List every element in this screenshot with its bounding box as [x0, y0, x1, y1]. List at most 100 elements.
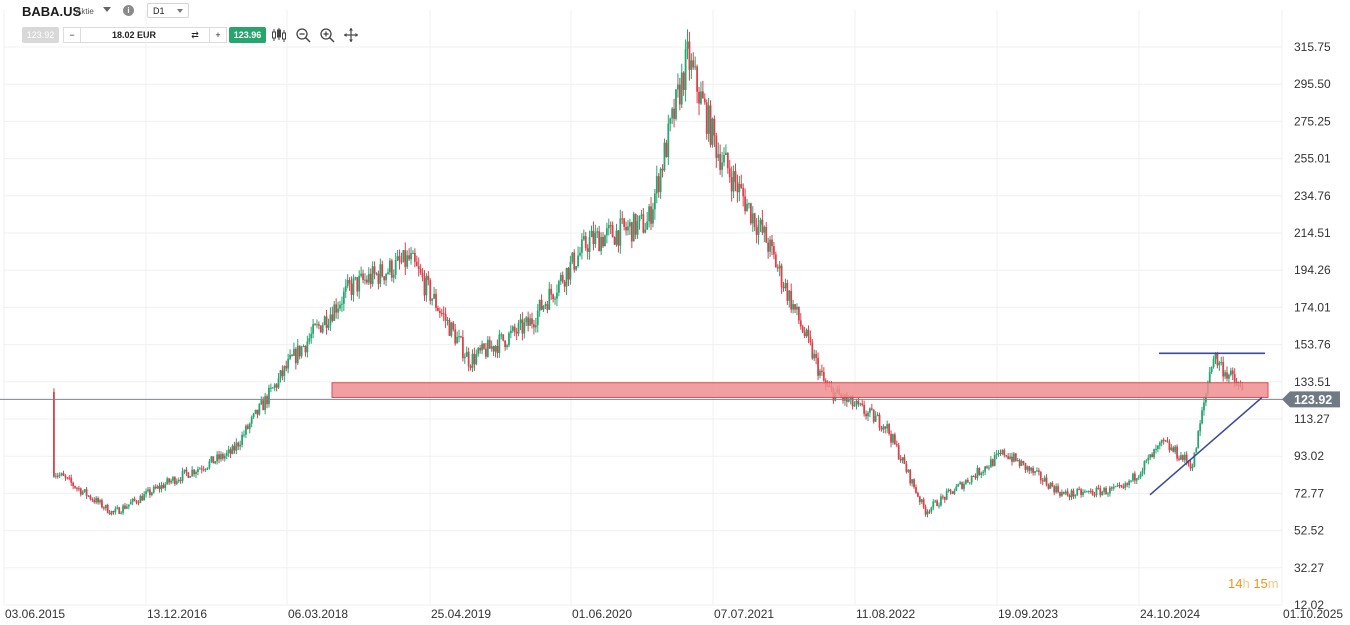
swap-icon[interactable]: ⇄: [191, 30, 199, 40]
candle-body: [600, 236, 603, 252]
candle-body: [581, 239, 583, 253]
candle-body: [809, 336, 812, 343]
candle-body: [542, 305, 545, 310]
candle-body: [64, 475, 67, 478]
candle-body: [1070, 490, 1073, 498]
candle-body: [415, 261, 418, 267]
candle-body: [293, 348, 295, 356]
candle-body: [796, 306, 798, 310]
candle-body: [429, 280, 432, 301]
candle-body: [1014, 453, 1017, 461]
increase-volume-button[interactable]: +: [209, 28, 226, 42]
timeframe-select[interactable]: D1: [147, 3, 189, 18]
decrease-volume-button[interactable]: −: [64, 28, 81, 42]
candle-body: [156, 486, 159, 489]
candle-body: [853, 405, 856, 407]
candle-body: [54, 475, 57, 477]
candle-body: [177, 479, 180, 482]
trendline-drawing[interactable]: [1149, 396, 1263, 496]
candle-body: [225, 452, 228, 456]
candle-body: [892, 434, 894, 443]
candle-body: [757, 224, 760, 235]
candle-body: [1026, 466, 1029, 470]
candle-body: [632, 213, 635, 242]
x-tick-label: 13.12.2016: [147, 607, 207, 621]
candle-body: [953, 490, 956, 494]
candle-type-icon[interactable]: [271, 27, 287, 43]
candle-body: [1049, 482, 1052, 489]
x-tick-label: 06.03.2018: [288, 607, 348, 621]
candle-body: [486, 339, 489, 357]
sell-button[interactable]: 123.92: [22, 27, 59, 43]
candle-body: [1214, 353, 1217, 359]
candle-body: [237, 442, 240, 447]
candle-body: [260, 400, 263, 405]
x-tick-label: 01.06.2020: [572, 607, 632, 621]
candle-body: [684, 48, 687, 90]
candle-body: [500, 334, 503, 336]
candle-body: [329, 314, 332, 325]
symbol-dropdown-icon[interactable]: [103, 7, 111, 12]
zoom-in-icon[interactable]: [319, 27, 335, 43]
candle-body: [997, 452, 1000, 455]
candle-body: [281, 370, 284, 377]
info-icon[interactable]: i: [123, 5, 134, 16]
candle-body: [102, 507, 105, 509]
candle-body: [1053, 486, 1056, 493]
candle-body: [221, 454, 224, 459]
candle-body: [909, 469, 912, 484]
candle-body: [982, 471, 985, 474]
x-tick-label: 03.06.2015: [5, 607, 65, 621]
candle-body: [502, 334, 505, 341]
move-icon[interactable]: [343, 27, 359, 43]
candle-body: [112, 511, 115, 513]
candle-body: [1001, 449, 1004, 454]
candle-body: [1055, 486, 1058, 493]
candle-body: [1084, 491, 1086, 493]
candle-body: [751, 213, 754, 224]
candle-body: [342, 291, 345, 304]
candle-body: [364, 279, 366, 281]
candle-body: [511, 326, 514, 331]
candle-body: [377, 273, 380, 284]
candle-body: [268, 387, 270, 405]
candle-body: [1206, 383, 1209, 394]
candle-body: [1082, 492, 1084, 495]
volume-stepper[interactable]: − 18.02 EUR ⇄ +: [63, 27, 227, 43]
zoom-out-icon[interactable]: [295, 27, 311, 43]
candle-body: [895, 443, 898, 446]
candle-body: [469, 366, 472, 368]
candle-body: [1062, 492, 1065, 494]
candle-body: [1143, 461, 1146, 471]
candle-body: [738, 183, 741, 193]
candle-body: [732, 171, 735, 192]
symbol-name[interactable]: BABA.US: [22, 4, 82, 19]
candle-body: [1178, 458, 1180, 460]
candle-body: [62, 473, 65, 476]
candle-body: [371, 266, 374, 284]
candle-body: [433, 293, 435, 299]
candle-body: [454, 329, 457, 344]
candle-body: [202, 469, 205, 471]
volume-value[interactable]: 18.02 EUR: [111, 30, 157, 40]
buy-button[interactable]: 123.96: [229, 27, 266, 43]
candle-body: [53, 391, 55, 477]
candle-body: [922, 499, 925, 508]
candle-body: [168, 478, 171, 483]
candle-body: [352, 278, 355, 295]
candle-body: [533, 324, 535, 328]
candle-body: [625, 226, 627, 231]
resistance-zone[interactable]: [331, 382, 1269, 398]
candle-body: [659, 168, 662, 193]
candle-body: [438, 310, 441, 313]
candle-body: [918, 496, 921, 502]
candle-body: [413, 252, 416, 262]
candle-body: [552, 294, 555, 300]
candle-body: [813, 353, 816, 359]
candle-body: [477, 347, 480, 355]
candle-body: [677, 84, 679, 90]
candle-body: [567, 267, 570, 280]
candle-body: [988, 467, 990, 469]
candle-body: [688, 41, 691, 70]
